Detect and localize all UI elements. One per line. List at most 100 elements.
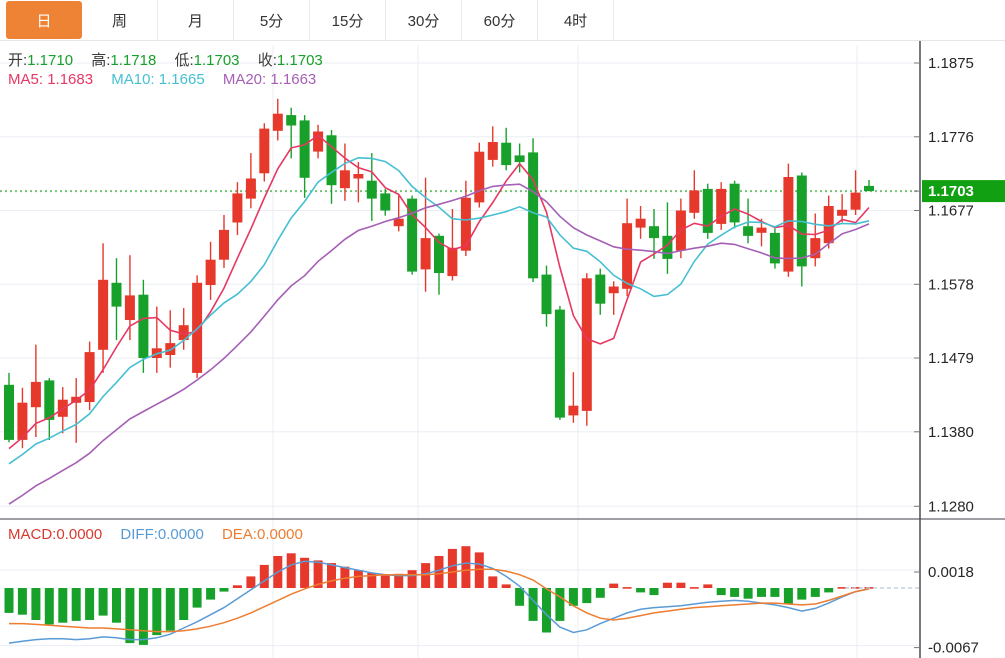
tab-30min[interactable]: 30分 bbox=[386, 0, 462, 40]
candle[interactable] bbox=[743, 226, 754, 236]
candle[interactable] bbox=[393, 218, 404, 227]
candle[interactable] bbox=[313, 131, 324, 152]
tab-5min[interactable]: 5分 bbox=[234, 0, 310, 40]
macd-bar bbox=[286, 553, 296, 588]
candle[interactable] bbox=[581, 278, 592, 411]
candle[interactable] bbox=[245, 178, 256, 199]
candle[interactable] bbox=[272, 113, 283, 131]
price-tick-label: 1.1578 bbox=[928, 276, 974, 293]
candle[interactable] bbox=[178, 325, 189, 341]
candle[interactable] bbox=[326, 135, 337, 186]
high-value: 1.1718 bbox=[110, 52, 157, 69]
candle[interactable] bbox=[568, 405, 579, 416]
tab-60min[interactable]: 60分 bbox=[462, 0, 538, 40]
candle[interactable] bbox=[286, 115, 297, 126]
ma20-value: 1.1663 bbox=[270, 71, 317, 88]
candle[interactable] bbox=[635, 218, 646, 228]
macd-bar bbox=[743, 588, 753, 599]
open-value: 1.1710 bbox=[27, 52, 74, 69]
candle[interactable] bbox=[769, 232, 780, 264]
candle[interactable] bbox=[205, 259, 216, 285]
candle[interactable] bbox=[353, 174, 364, 179]
macd-bar bbox=[71, 588, 81, 621]
candle[interactable] bbox=[366, 180, 377, 199]
candle[interactable] bbox=[111, 282, 122, 307]
tab-4hour[interactable]: 4时 bbox=[538, 0, 614, 40]
candle[interactable] bbox=[702, 188, 713, 233]
open-label: 开: bbox=[8, 52, 28, 69]
candle[interactable] bbox=[420, 238, 431, 270]
macd-layer bbox=[4, 546, 920, 645]
macd-bar bbox=[4, 588, 14, 613]
candle[interactable] bbox=[4, 384, 14, 440]
macd-tick-label: 0.0018 bbox=[928, 564, 974, 581]
candle[interactable] bbox=[608, 286, 619, 294]
candle[interactable] bbox=[729, 183, 740, 223]
tab-day[interactable]: 日 bbox=[6, 1, 82, 39]
kline-chart-canvas[interactable]: 1.1875 1.1776 1.1677 1.1578 1.1479 1.1380 1.12… bbox=[0, 41, 1005, 658]
ma5-line bbox=[8, 134, 870, 450]
candle[interactable] bbox=[17, 402, 28, 440]
macd-bar bbox=[837, 587, 847, 589]
macd-bar bbox=[689, 587, 699, 589]
candle[interactable] bbox=[554, 309, 565, 418]
candle[interactable] bbox=[460, 197, 471, 251]
ma5-label: MA5: bbox=[8, 71, 44, 88]
candle[interactable] bbox=[124, 295, 135, 320]
macd-bar bbox=[622, 587, 632, 589]
candle[interactable] bbox=[783, 177, 794, 272]
candle[interactable] bbox=[299, 120, 310, 178]
gridlines bbox=[0, 45, 920, 658]
low-value: 1.1703 bbox=[193, 52, 240, 69]
candle[interactable] bbox=[514, 155, 525, 163]
candle[interactable] bbox=[30, 381, 41, 408]
macd-bar bbox=[340, 566, 350, 588]
macd-bar bbox=[138, 588, 148, 645]
macd-bar bbox=[85, 588, 95, 620]
candle[interactable] bbox=[138, 294, 149, 358]
candle[interactable] bbox=[474, 151, 485, 203]
candle[interactable] bbox=[487, 142, 498, 160]
candle[interactable] bbox=[823, 206, 834, 244]
candle[interactable] bbox=[232, 193, 243, 223]
tab-month[interactable]: 月 bbox=[158, 0, 234, 40]
candle[interactable] bbox=[541, 274, 552, 315]
macd-bar bbox=[367, 572, 377, 588]
tab-week[interactable]: 周 bbox=[82, 0, 158, 40]
candle[interactable] bbox=[44, 380, 55, 420]
candle[interactable] bbox=[380, 193, 391, 211]
candle[interactable] bbox=[756, 227, 767, 233]
tab-15min[interactable]: 15分 bbox=[310, 0, 386, 40]
ma-lines-layer bbox=[8, 134, 870, 505]
candle[interactable] bbox=[84, 352, 95, 402]
candle[interactable] bbox=[837, 209, 848, 216]
candle[interactable] bbox=[689, 190, 700, 213]
candle[interactable] bbox=[434, 235, 444, 273]
candle[interactable] bbox=[810, 238, 821, 259]
candle[interactable] bbox=[259, 128, 270, 174]
macd-legend: MACD:0.0000 DIFF:0.0000 DEA:0.0000 bbox=[8, 526, 303, 543]
macd-bar bbox=[179, 588, 189, 620]
macd-bar bbox=[246, 576, 256, 588]
candle[interactable] bbox=[339, 170, 350, 189]
candle[interactable] bbox=[407, 198, 418, 272]
candle[interactable] bbox=[716, 188, 727, 224]
candle[interactable] bbox=[662, 235, 673, 259]
candle[interactable] bbox=[219, 229, 229, 260]
candle[interactable] bbox=[595, 274, 606, 304]
macd-bar bbox=[407, 570, 417, 588]
candle[interactable] bbox=[447, 247, 458, 277]
period-tabbar: 日周月 5分 15分 30分 60分 4时 bbox=[0, 0, 1005, 41]
candle[interactable] bbox=[98, 279, 109, 350]
macd-bar bbox=[662, 582, 672, 588]
candle[interactable] bbox=[622, 223, 633, 289]
ma20-line bbox=[8, 183, 870, 505]
candle[interactable] bbox=[501, 142, 512, 166]
candle[interactable] bbox=[528, 152, 539, 279]
candle[interactable] bbox=[864, 185, 874, 192]
candle[interactable] bbox=[850, 192, 861, 210]
candle[interactable] bbox=[649, 226, 659, 239]
macd-bar bbox=[609, 583, 619, 588]
macd-bar bbox=[676, 582, 686, 588]
macd-bar bbox=[797, 588, 807, 600]
